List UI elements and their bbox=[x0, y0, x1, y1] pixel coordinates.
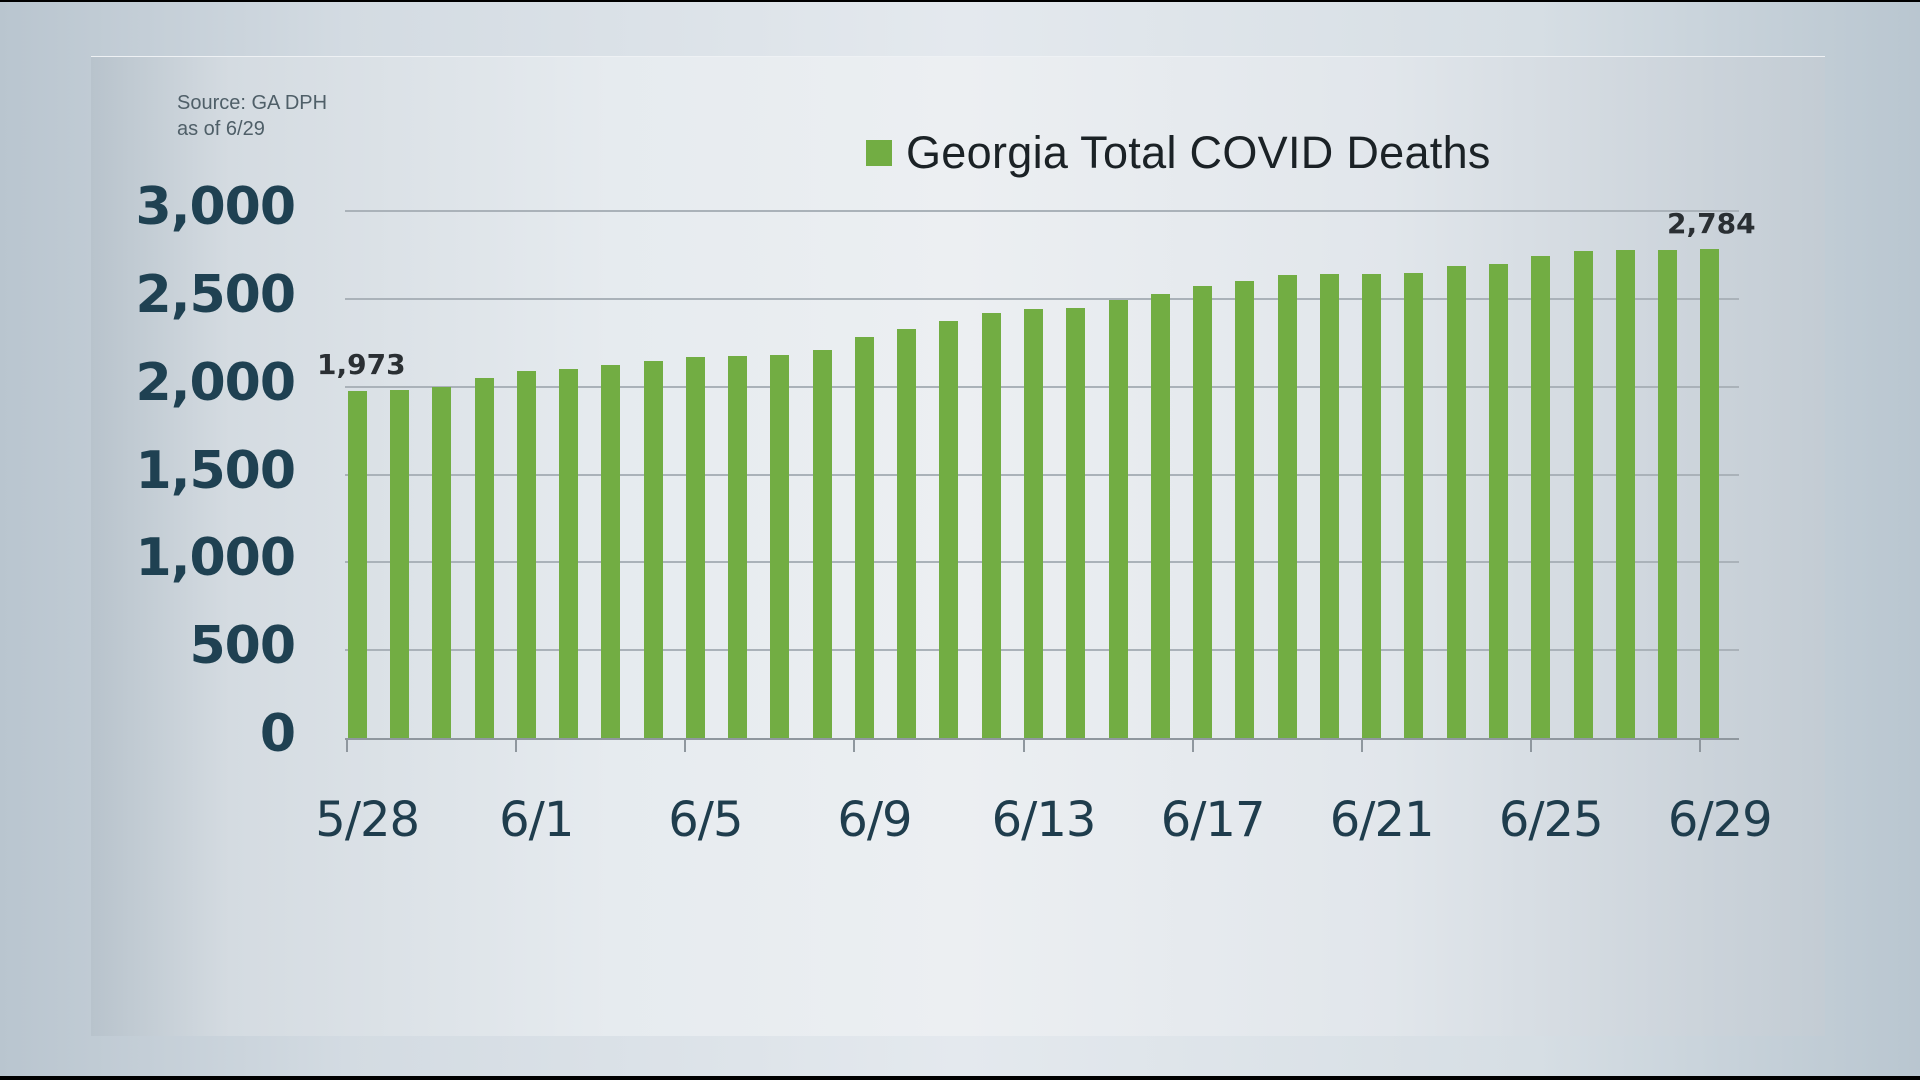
x-axis-label: 6/13 bbox=[991, 792, 1097, 848]
x-axis-tick bbox=[853, 738, 856, 752]
y-axis-label: 2,500 bbox=[135, 264, 296, 325]
bar bbox=[939, 320, 959, 738]
x-axis-tick bbox=[1698, 738, 1701, 752]
x-axis-tick bbox=[1529, 738, 1532, 752]
gridline bbox=[345, 210, 1739, 212]
x-axis-label: 6/25 bbox=[1498, 792, 1604, 848]
bar bbox=[897, 329, 917, 738]
bar bbox=[1573, 251, 1593, 738]
bar bbox=[1319, 273, 1339, 738]
bar bbox=[1488, 264, 1508, 738]
bar bbox=[1700, 248, 1720, 738]
x-axis-line bbox=[345, 738, 1739, 740]
x-axis-label: 6/5 bbox=[668, 792, 743, 848]
legend-label: Georgia Total COVID Deaths bbox=[906, 127, 1491, 178]
x-axis-label: 6/1 bbox=[499, 792, 574, 848]
x-axis-tick bbox=[1360, 738, 1363, 752]
x-axis-label: 5/28 bbox=[315, 792, 420, 848]
bar bbox=[1658, 249, 1678, 738]
legend-swatch-icon bbox=[866, 140, 892, 166]
last-value-label: 2,784 bbox=[1667, 207, 1756, 240]
bar bbox=[389, 390, 409, 738]
bar bbox=[1362, 273, 1382, 738]
y-axis-label: 3,000 bbox=[135, 177, 296, 237]
bar bbox=[854, 337, 874, 738]
bar bbox=[812, 350, 832, 738]
bar bbox=[1150, 294, 1170, 738]
bar bbox=[685, 356, 705, 738]
bar bbox=[432, 386, 452, 738]
bar bbox=[1615, 250, 1635, 738]
bar bbox=[1235, 280, 1255, 738]
gridline bbox=[345, 297, 1739, 300]
x-axis-tick bbox=[515, 738, 518, 752]
bar bbox=[1446, 266, 1466, 738]
bar bbox=[1404, 272, 1424, 738]
y-axis-label: 2,000 bbox=[135, 352, 296, 413]
bar bbox=[516, 371, 536, 738]
bar bbox=[1108, 300, 1128, 738]
bar bbox=[728, 355, 748, 738]
chart-legend: Georgia Total COVID Deaths bbox=[866, 127, 1491, 178]
source-line: Source: GA DPH bbox=[177, 92, 328, 114]
bar bbox=[474, 377, 494, 738]
bar bbox=[1193, 286, 1213, 738]
bar bbox=[1024, 309, 1044, 738]
source-note: Source: GA DPH as of 6/29 bbox=[177, 90, 327, 142]
x-axis-tick bbox=[1022, 738, 1025, 752]
x-axis-label: 6/9 bbox=[837, 792, 912, 848]
y-axis-label: 0 bbox=[259, 704, 296, 764]
x-axis-tick bbox=[684, 738, 687, 752]
bar bbox=[1277, 275, 1297, 738]
x-axis-tick bbox=[346, 738, 349, 752]
x-axis-label: 6/29 bbox=[1667, 792, 1773, 848]
bar bbox=[1066, 307, 1086, 738]
bar bbox=[347, 391, 367, 738]
y-axis-label: 1,500 bbox=[135, 440, 296, 501]
bar bbox=[981, 313, 1001, 738]
y-axis-label: 500 bbox=[189, 616, 296, 677]
bar bbox=[643, 361, 663, 738]
x-axis-tick bbox=[1191, 738, 1194, 752]
bar bbox=[770, 355, 790, 738]
bar bbox=[601, 365, 621, 738]
bar bbox=[1531, 256, 1551, 738]
as-of-line: as of 6/29 bbox=[177, 118, 265, 140]
bar bbox=[559, 369, 579, 738]
x-axis-label: 6/17 bbox=[1160, 792, 1266, 848]
first-value-label: 1,973 bbox=[317, 348, 406, 381]
y-axis-label: 1,000 bbox=[135, 528, 296, 589]
x-axis-label: 6/21 bbox=[1329, 792, 1435, 848]
